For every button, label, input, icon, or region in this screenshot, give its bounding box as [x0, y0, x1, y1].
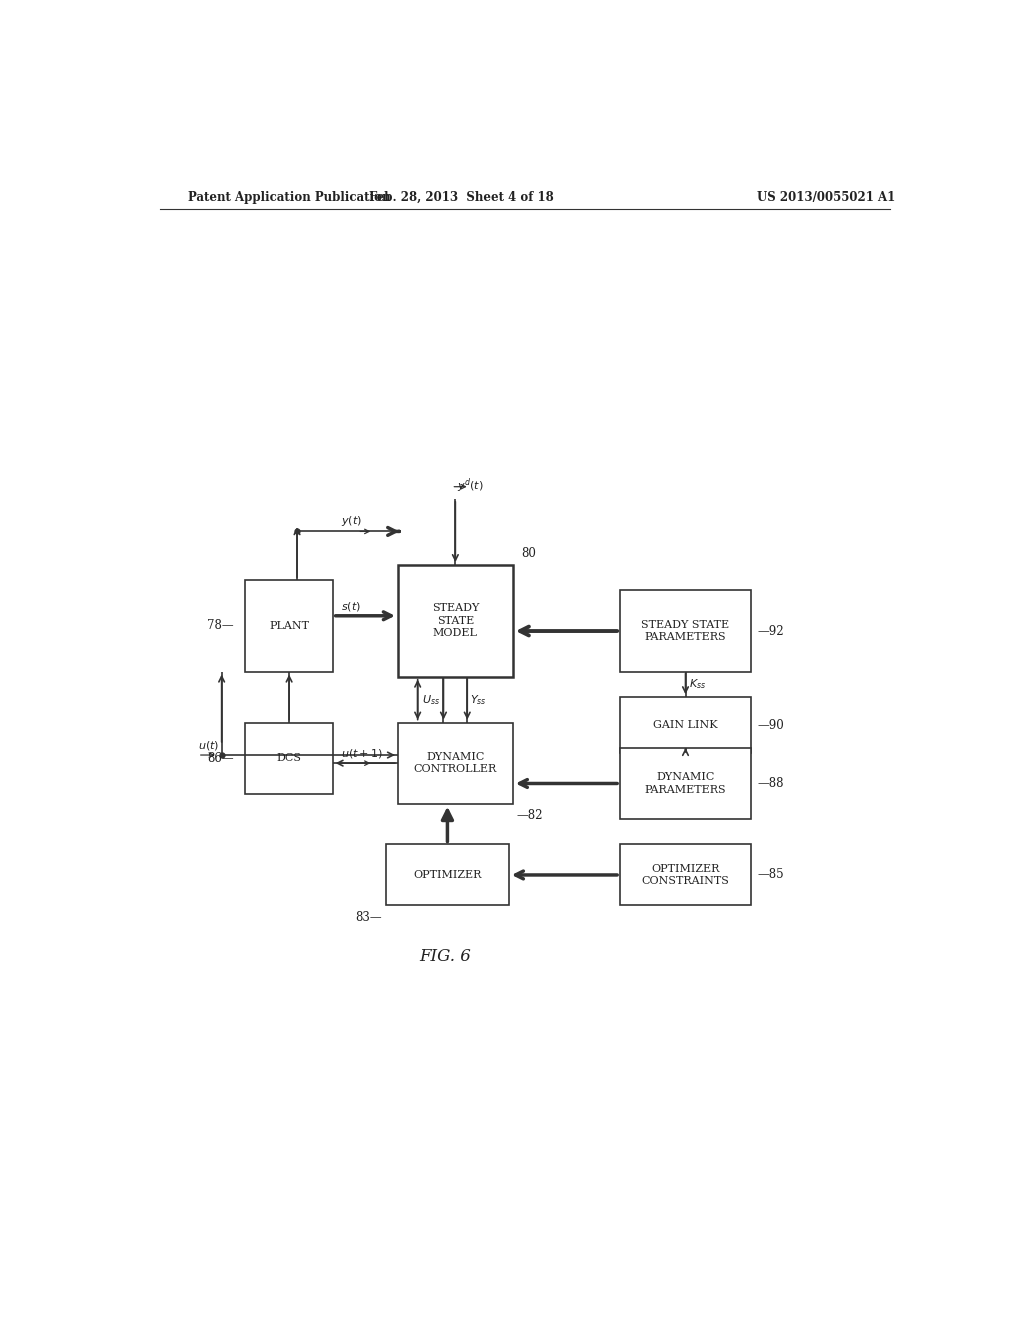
Bar	[620, 590, 751, 672]
Text: $s(t)$: $s(t)$	[341, 599, 360, 612]
Text: —88: —88	[758, 777, 783, 789]
Text: 80: 80	[521, 546, 536, 560]
Text: GAIN LINK: GAIN LINK	[653, 719, 718, 730]
Text: DYNAMIC
CONTROLLER: DYNAMIC CONTROLLER	[414, 752, 497, 775]
Text: PLANT: PLANT	[269, 620, 309, 631]
Text: $y(t)$: $y(t)$	[341, 515, 361, 528]
Bar	[397, 722, 513, 804]
Text: —92: —92	[758, 624, 784, 638]
Text: Patent Application Publication: Patent Application Publication	[187, 190, 390, 203]
Bar	[246, 581, 333, 672]
Bar	[246, 722, 333, 793]
Text: STEADY STATE
PARAMETERS: STEADY STATE PARAMETERS	[641, 620, 729, 643]
Text: DCS: DCS	[276, 754, 302, 763]
Text: STEADY
STATE
MODEL: STEADY STATE MODEL	[432, 603, 479, 639]
Text: 83—: 83—	[355, 911, 382, 924]
Text: —82: —82	[517, 809, 544, 822]
Text: OPTIMIZER: OPTIMIZER	[414, 870, 481, 880]
Bar	[620, 748, 751, 818]
Text: —85: —85	[758, 869, 784, 882]
Text: 78—: 78—	[207, 619, 233, 632]
Bar	[620, 845, 751, 906]
Text: $Y_{ss}$: $Y_{ss}$	[470, 693, 487, 706]
Text: $u(t+1)$: $u(t+1)$	[341, 747, 383, 760]
Bar	[620, 697, 751, 752]
Text: $U_{ss}$: $U_{ss}$	[422, 693, 440, 706]
Text: $y^d(t)$: $y^d(t)$	[457, 477, 483, 495]
Bar	[397, 565, 513, 677]
Text: US 2013/0055021 A1: US 2013/0055021 A1	[757, 190, 896, 203]
Text: DYNAMIC
PARAMETERS: DYNAMIC PARAMETERS	[645, 772, 726, 795]
Text: FIG. 6: FIG. 6	[420, 948, 471, 965]
Text: 86—: 86—	[207, 751, 233, 764]
Text: $u(t)$: $u(t)$	[198, 739, 219, 752]
Text: Feb. 28, 2013  Sheet 4 of 18: Feb. 28, 2013 Sheet 4 of 18	[369, 190, 554, 203]
Text: OPTIMIZER
CONSTRAINTS: OPTIMIZER CONSTRAINTS	[642, 863, 729, 886]
Text: —90: —90	[758, 718, 784, 731]
Text: $K_{ss}$: $K_{ss}$	[689, 677, 707, 692]
Bar	[386, 845, 509, 906]
